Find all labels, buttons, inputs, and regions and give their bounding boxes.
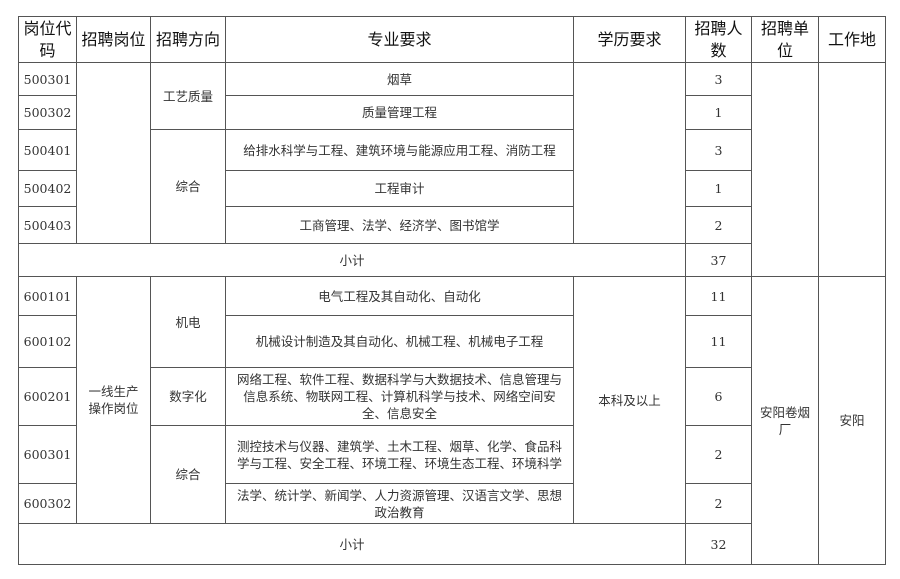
subtotal-label: 小计 [18, 243, 686, 277]
table-row: 500402 工程审计 1 [18, 170, 886, 207]
position-cell [76, 62, 151, 244]
header-unit: 招聘单位 [751, 16, 819, 63]
header-location: 工作地 [818, 16, 886, 63]
code-cell: 600101 [18, 276, 77, 316]
subtotal-value: 32 [685, 523, 752, 565]
table-row: 600201 数字化 网络工程、软件工程、数据科学与大数据技术、信息管理与信息系… [18, 367, 886, 426]
major-cell: 机械设计制造及其自动化、机械工程、机械电子工程 [225, 315, 574, 368]
major-cell: 质量管理工程 [225, 95, 574, 130]
location-cell: 安阳 [818, 276, 886, 565]
table-row: 600302 法学、统计学、新闻学、人力资源管理、汉语言文学、思想政治教育 2 [18, 483, 886, 524]
code-cell: 600302 [18, 483, 77, 524]
count-cell: 11 [685, 315, 752, 368]
count-cell: 11 [685, 276, 752, 316]
major-cell: 电气工程及其自动化、自动化 [225, 276, 574, 316]
code-cell: 600201 [18, 367, 77, 426]
table-row: 500301 工艺质量 烟草 3 [18, 62, 886, 277]
major-cell: 给排水科学与工程、建筑环境与能源应用工程、消防工程 [225, 129, 574, 171]
count-cell: 2 [685, 425, 752, 484]
table-row: 600301 综合 测控技术与仪器、建筑学、土木工程、烟草、化学、食品科学与工程… [18, 425, 886, 524]
code-cell: 500403 [18, 206, 77, 244]
count-cell: 2 [685, 206, 752, 244]
direction-cell: 机电 [150, 276, 226, 368]
code-cell: 500401 [18, 129, 77, 171]
code-cell: 600301 [18, 425, 77, 484]
header-education: 学历要求 [573, 16, 686, 63]
header-row: 岗位代码 招聘岗位 招聘方向 专业要求 学历要求 招聘人数 招聘单位 工作地 [18, 16, 886, 63]
count-cell: 2 [685, 483, 752, 524]
recruitment-table: 岗位代码 招聘岗位 招聘方向 专业要求 学历要求 招聘人数 招聘单位 工作地 5… [18, 16, 886, 565]
table-row: 500403 工商管理、法学、经济学、图书馆学 2 [18, 206, 886, 244]
header-major: 专业要求 [225, 16, 574, 63]
count-cell: 1 [685, 170, 752, 207]
code-cell: 500402 [18, 170, 77, 207]
position-cell: 一线生产操作岗位 [76, 276, 151, 524]
code-cell: 600102 [18, 315, 77, 368]
major-cell: 工商管理、法学、经济学、图书馆学 [225, 206, 574, 244]
location-cell [818, 62, 886, 277]
major-cell: 网络工程、软件工程、数据科学与大数据技术、信息管理与信息系统、物联网工程、计算机… [225, 367, 574, 426]
table-row: 600101 一线生产操作岗位 机电 电气工程及其自动化、自动化 本科及以上 1… [18, 276, 886, 565]
education-cell [573, 62, 686, 244]
subtotal-value: 37 [685, 243, 752, 277]
education-cell: 本科及以上 [573, 276, 686, 524]
count-cell: 3 [685, 62, 752, 96]
direction-cell: 综合 [150, 129, 226, 244]
direction-cell: 数字化 [150, 367, 226, 426]
table-row: 500401 综合 给排水科学与工程、建筑环境与能源应用工程、消防工程 3 [18, 129, 886, 244]
count-cell: 3 [685, 129, 752, 171]
subtotal-row: 小计 37 [18, 243, 886, 277]
table-row: 600102 机械设计制造及其自动化、机械工程、机械电子工程 11 [18, 315, 886, 368]
table-row: 500302 质量管理工程 1 [18, 95, 886, 130]
subtotal-label: 小计 [18, 523, 686, 565]
header-direction: 招聘方向 [150, 16, 226, 63]
direction-cell: 综合 [150, 425, 226, 524]
code-cell: 500302 [18, 95, 77, 130]
unit-cell [751, 62, 819, 277]
subtotal-row: 小计 32 [18, 523, 886, 565]
major-cell: 工程审计 [225, 170, 574, 207]
header-position: 招聘岗位 [76, 16, 151, 63]
major-cell: 烟草 [225, 62, 574, 96]
major-cell: 测控技术与仪器、建筑学、土木工程、烟草、化学、食品科学与工程、安全工程、环境工程… [225, 425, 574, 484]
code-cell: 500301 [18, 62, 77, 96]
unit-cell: 安阳卷烟厂 [751, 276, 819, 565]
count-cell: 1 [685, 95, 752, 130]
count-cell: 6 [685, 367, 752, 426]
header-count: 招聘人数 [685, 16, 752, 63]
major-cell: 法学、统计学、新闻学、人力资源管理、汉语言文学、思想政治教育 [225, 483, 574, 524]
direction-cell: 工艺质量 [150, 62, 226, 130]
header-code: 岗位代码 [18, 16, 77, 63]
